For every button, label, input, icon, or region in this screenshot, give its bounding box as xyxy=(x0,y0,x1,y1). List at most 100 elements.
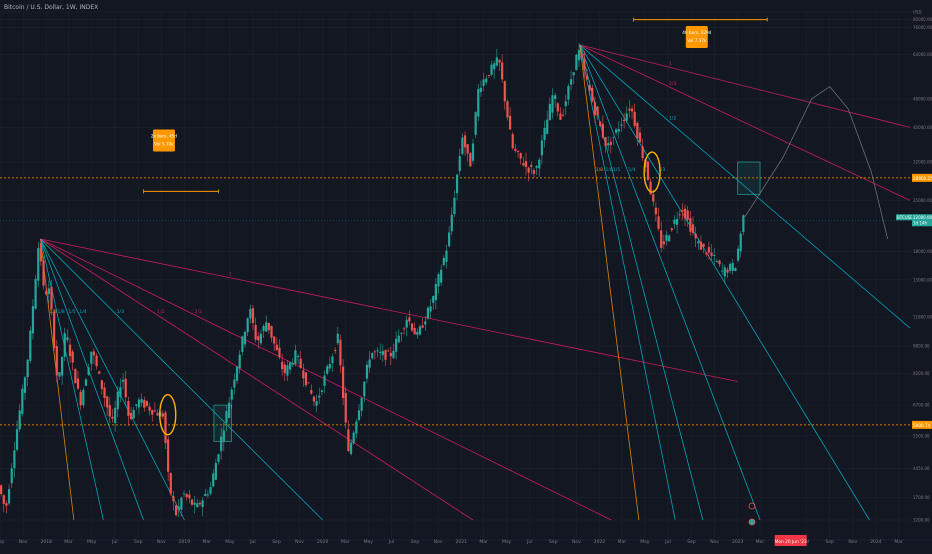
candle-body xyxy=(281,361,284,370)
candle-body xyxy=(230,389,233,400)
highlight-box xyxy=(737,161,761,195)
candle-body xyxy=(265,322,268,332)
candle-body xyxy=(174,505,178,516)
candle-body xyxy=(471,143,475,161)
candle-body xyxy=(233,379,236,388)
candle-body xyxy=(114,407,117,424)
candle-body xyxy=(34,278,37,309)
candle-body xyxy=(384,350,387,360)
candle-body xyxy=(670,228,673,231)
candle-body xyxy=(453,197,456,215)
candle-body xyxy=(365,364,369,379)
candle-body xyxy=(15,429,19,450)
candle-body xyxy=(729,263,732,271)
candle-body xyxy=(445,250,448,262)
candle-body xyxy=(572,72,575,76)
fan-label: 1/2 xyxy=(669,115,676,121)
candle-body xyxy=(641,146,644,159)
candle-body xyxy=(217,454,220,462)
candle-body xyxy=(583,59,586,70)
candle-body xyxy=(153,410,156,412)
price-tick-label: 6700.00 xyxy=(913,403,930,408)
fan-line xyxy=(40,238,323,521)
candle-body xyxy=(42,260,45,286)
price-tick-label: 8200.00 xyxy=(913,371,930,376)
candle-body xyxy=(705,252,708,255)
candle-body xyxy=(424,321,427,325)
candle-body xyxy=(617,129,620,132)
candle-body xyxy=(161,413,164,417)
candle-body xyxy=(498,59,501,63)
fan-label: 1/5 xyxy=(68,309,75,315)
candle-body xyxy=(689,218,692,232)
candle-body xyxy=(532,170,536,174)
candle-body xyxy=(135,404,138,406)
candle-body xyxy=(273,336,276,344)
candle-body xyxy=(137,399,141,408)
candle-body xyxy=(569,79,573,85)
candle-body xyxy=(463,135,467,148)
candle-body xyxy=(503,81,506,102)
candle-body xyxy=(111,416,114,419)
time-tick-label: Mar xyxy=(894,539,903,545)
candle-body xyxy=(66,337,69,341)
candle-body xyxy=(604,137,607,147)
candle-body xyxy=(662,241,665,245)
candle-body xyxy=(628,108,631,111)
candle-body xyxy=(633,111,636,127)
candle-body xyxy=(129,413,133,419)
candle-body xyxy=(225,410,228,423)
candle-body xyxy=(5,503,8,506)
event-marker xyxy=(748,502,756,510)
candle-body xyxy=(697,241,700,244)
candle-body xyxy=(349,442,353,455)
candle-body xyxy=(31,306,35,334)
time-tick-label: May xyxy=(640,539,650,545)
candle-body xyxy=(402,328,406,330)
candle-body xyxy=(479,87,483,93)
candle-body xyxy=(676,218,679,225)
candle-body xyxy=(691,224,695,233)
candle-body xyxy=(615,129,618,133)
price-tick-label: 9800.00 xyxy=(913,344,930,349)
candle-body xyxy=(251,308,255,324)
candle-body xyxy=(10,468,13,484)
candle-body xyxy=(673,219,676,225)
candle-body xyxy=(588,85,591,91)
candle-body xyxy=(206,494,210,496)
candle-body xyxy=(37,248,40,281)
current-price-badge xyxy=(912,214,932,227)
candle-body xyxy=(458,156,461,172)
candle-body xyxy=(522,163,525,166)
candle-body xyxy=(143,399,146,408)
range-info-box xyxy=(685,25,708,48)
candle-body xyxy=(625,113,628,121)
candle-body xyxy=(593,102,597,115)
time-tick-label: Nov xyxy=(572,539,581,545)
candle-body xyxy=(543,127,546,141)
candle-body xyxy=(556,103,559,112)
time-tick-label: Nov xyxy=(434,539,443,545)
candle-body xyxy=(400,333,403,335)
price-tick-label: 25000.00 xyxy=(913,198,932,203)
candle-body xyxy=(466,144,469,154)
candle-body xyxy=(397,335,400,343)
candle-body xyxy=(742,215,745,232)
candle-body xyxy=(167,439,170,472)
time-tick-label: Jul xyxy=(249,539,255,545)
fan-label: 1/3 xyxy=(117,309,124,315)
candle-body xyxy=(188,494,191,499)
symbol-label: BTCUSD xyxy=(897,215,913,220)
fan-label: 1/4 xyxy=(79,309,86,315)
price-tick-label: 15000.00 xyxy=(913,277,932,282)
candle-body xyxy=(299,358,302,368)
fan-line xyxy=(40,238,104,521)
current-price-countdown: 1d 14h xyxy=(913,220,927,225)
candle-body xyxy=(668,235,671,242)
candle-body xyxy=(559,113,562,120)
candle-body xyxy=(527,167,530,173)
candle-body xyxy=(710,252,713,256)
time-tick-label: Jul xyxy=(664,539,670,545)
